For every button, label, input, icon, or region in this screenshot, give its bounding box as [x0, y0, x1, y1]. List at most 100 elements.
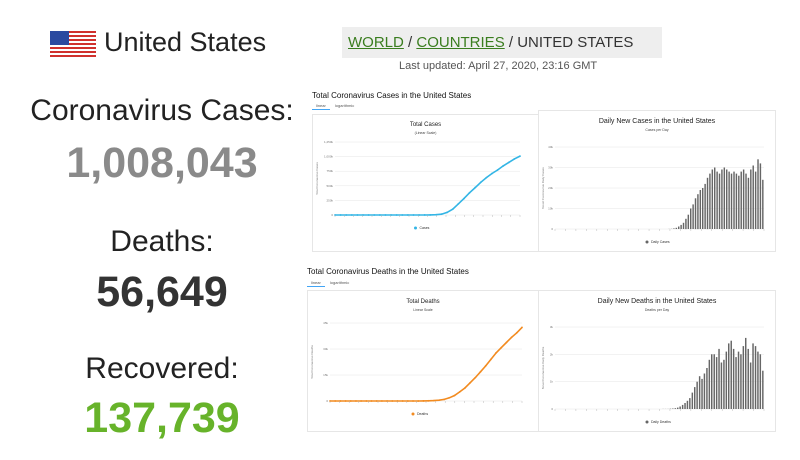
tab-linear[interactable]: linear — [312, 102, 330, 110]
y-tick-label: 45k — [323, 321, 328, 325]
recovered-label: Recovered: — [85, 352, 239, 385]
data-point — [446, 211, 449, 214]
data-point — [458, 391, 461, 393]
data-point — [468, 191, 471, 194]
bar — [730, 340, 732, 409]
data-point — [423, 214, 426, 216]
country-title: United States — [104, 27, 267, 57]
bar — [757, 159, 759, 229]
data-point — [513, 158, 516, 160]
bar — [752, 165, 754, 229]
y-axis-label: Novel Coronavirus Daily Deaths — [541, 346, 545, 389]
y-tick-label: 250k — [326, 198, 333, 202]
y-tick-label: 1,250k — [324, 140, 334, 144]
data-point — [375, 400, 378, 402]
bar — [684, 403, 686, 409]
bar — [697, 194, 699, 230]
data-point — [505, 341, 508, 344]
data-point — [378, 214, 381, 216]
data-point — [502, 165, 505, 167]
data-point — [457, 203, 460, 205]
bar — [677, 407, 679, 409]
data-point — [469, 381, 472, 384]
chart-title: Total Cases — [410, 122, 441, 128]
bar — [701, 378, 703, 409]
data-point — [334, 400, 337, 402]
tab-logarithmic[interactable]: logarithmic — [334, 103, 355, 108]
y-tick-label: 1k — [550, 380, 554, 384]
data-point — [373, 214, 376, 216]
data-point — [489, 358, 492, 361]
data-point — [406, 400, 409, 402]
data-point — [344, 400, 347, 402]
y-tick-label: 0 — [326, 399, 328, 403]
series-line — [330, 326, 523, 402]
bar — [738, 175, 740, 229]
breadcrumb-current: UNITED STATES — [517, 34, 634, 51]
y-tick-label: 10k — [548, 207, 553, 211]
panel-title: Total Coronavirus Cases in the United St… — [312, 91, 472, 100]
breadcrumb: WORLD / COUNTRIES / UNITED STATES — [342, 27, 662, 58]
data-point — [412, 400, 414, 402]
bar — [735, 357, 737, 409]
legend-marker — [411, 412, 415, 416]
total-cases-chart: Total Cases (Linear Scale) 0 250k 500k 750k 1,… — [312, 114, 539, 252]
data-point — [412, 214, 415, 216]
breadcrumb-separator: / — [403, 34, 417, 51]
y-axis-label: Novel Coronavirus Daily Cases — [541, 167, 545, 209]
bar — [673, 228, 675, 229]
total-deaths-chart: Total Deaths Linear Scale 0 15k 30k 45k Total … — [307, 290, 539, 432]
chart-subtitle: Deaths per Day — [645, 308, 670, 312]
bar — [747, 177, 750, 230]
data-point — [396, 400, 399, 402]
bar — [732, 348, 735, 409]
y-axis-label: Total Coronavirus Cases — [315, 162, 319, 195]
data-point — [345, 214, 348, 216]
bar — [678, 226, 680, 229]
bar — [690, 208, 692, 229]
data-point — [521, 326, 523, 329]
last-updated: Last updated: April 27, 2020, 23:16 GMT — [399, 60, 598, 72]
tab-linear[interactable]: linear — [307, 279, 325, 287]
data-point — [451, 208, 454, 211]
bar — [759, 163, 762, 229]
bar — [740, 171, 742, 229]
bar — [703, 373, 706, 409]
legend-label: Daily Cases — [651, 240, 670, 244]
bar — [704, 183, 706, 229]
data-point — [479, 370, 482, 373]
bar — [735, 173, 738, 229]
bar — [706, 177, 709, 230]
chart-title: Daily New Cases in the United States — [599, 118, 716, 125]
bar — [696, 381, 698, 409]
y-tick-label: 500k — [326, 184, 333, 188]
legend-label: Cases — [420, 226, 430, 230]
chart-subtitle: (Linear Scale) — [415, 131, 437, 135]
data-point — [417, 400, 420, 402]
data-point — [360, 400, 363, 402]
bar — [754, 346, 757, 409]
breadcrumb-world-link[interactable]: WORLD — [348, 34, 404, 51]
daily-deaths-chart: Daily New Deaths in the United States Dea… — [538, 290, 776, 432]
data-point — [362, 214, 364, 216]
y-tick-label: 15k — [323, 373, 328, 377]
bar — [754, 171, 757, 229]
bar — [720, 362, 723, 409]
bar — [747, 348, 749, 409]
series-line — [335, 155, 521, 216]
bar — [672, 408, 674, 409]
breadcrumb-countries-link[interactable]: COUNTRIES — [416, 34, 505, 51]
data-point — [370, 400, 373, 402]
data-point — [422, 400, 425, 402]
tab-logarithmic[interactable]: logarithmic — [329, 280, 350, 285]
legend-marker — [414, 226, 417, 230]
data-point — [474, 376, 477, 379]
data-point — [479, 181, 482, 184]
data-point — [464, 387, 466, 389]
bar — [715, 357, 718, 409]
y-tick-label: 40k — [548, 145, 553, 149]
y-tick-label: 30k — [323, 347, 328, 351]
y-tick-label: 750k — [326, 169, 333, 173]
bar — [679, 406, 681, 409]
data-point — [401, 400, 404, 402]
